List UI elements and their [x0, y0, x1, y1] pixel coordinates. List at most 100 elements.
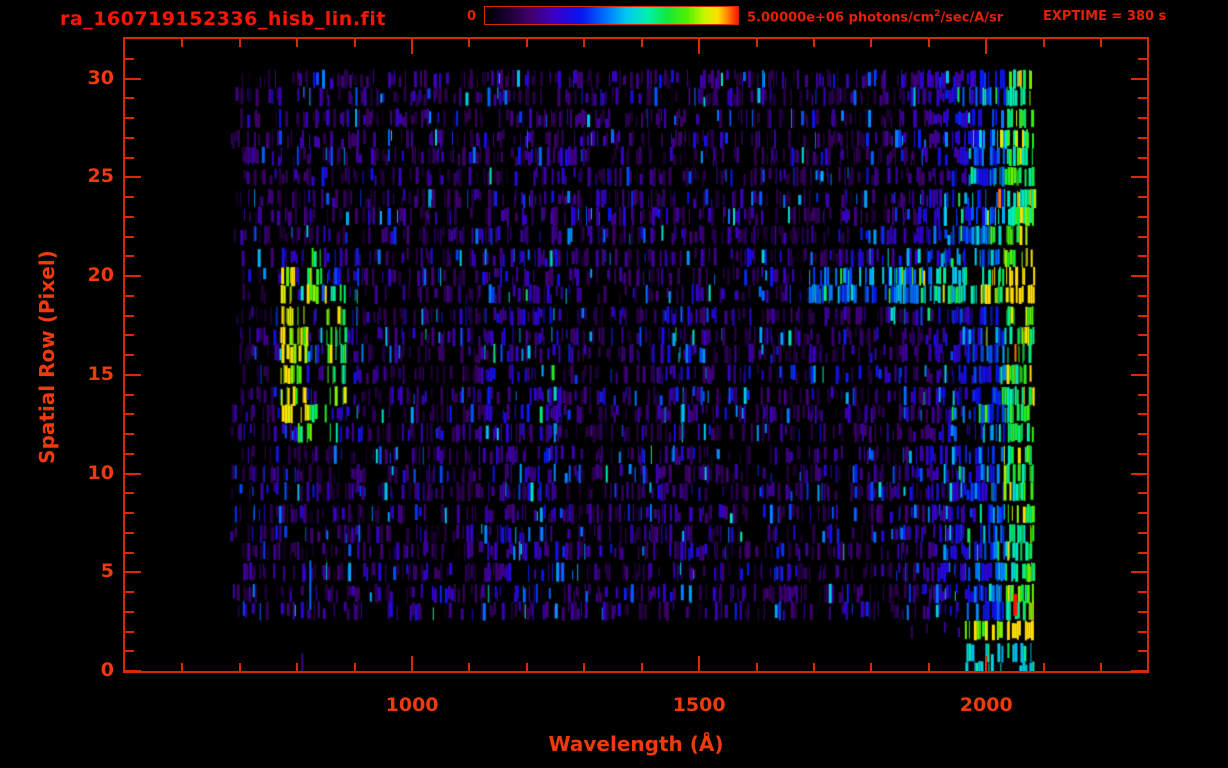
tick-mark — [1131, 374, 1147, 376]
tick-mark — [125, 255, 134, 257]
tick-mark — [928, 663, 930, 671]
tick-mark — [698, 656, 700, 671]
tick-mark — [125, 453, 134, 455]
plot-frame — [123, 37, 1149, 673]
tick-mark — [1131, 275, 1147, 277]
tick-mark — [125, 334, 134, 336]
tick-mark — [125, 354, 134, 356]
tick-mark — [1138, 492, 1147, 494]
y-axis-tick-label: 15 — [87, 362, 114, 385]
tick-mark — [641, 663, 643, 671]
tick-mark — [125, 631, 134, 633]
tick-mark — [870, 663, 872, 671]
colorbar-min-label: 0 — [466, 9, 476, 24]
tick-mark — [1138, 117, 1147, 119]
tick-mark — [1131, 473, 1147, 475]
tick-mark — [1100, 663, 1102, 671]
tick-mark — [125, 512, 134, 514]
tick-mark — [354, 663, 356, 671]
tick-mark — [526, 663, 528, 671]
tick-mark — [985, 656, 987, 671]
tick-mark — [125, 176, 141, 178]
tick-mark — [1138, 413, 1147, 415]
tick-mark — [985, 39, 987, 54]
tick-mark — [296, 39, 298, 47]
tick-mark — [1138, 334, 1147, 336]
tick-mark — [125, 78, 141, 80]
plot-title: ra_160719152336_hisb_lin.fit — [60, 8, 386, 30]
tick-mark — [1131, 670, 1147, 672]
tick-mark — [1138, 591, 1147, 593]
tick-mark — [1138, 631, 1147, 633]
tick-mark — [125, 394, 134, 396]
tick-mark — [125, 117, 134, 119]
tick-mark — [1138, 453, 1147, 455]
tick-mark — [296, 663, 298, 671]
tick-mark — [756, 663, 758, 671]
tick-mark — [1131, 78, 1147, 80]
tick-mark — [125, 650, 134, 652]
tick-mark — [125, 97, 134, 99]
y-axis-tick-label: 20 — [87, 264, 114, 286]
tick-mark — [1138, 650, 1147, 652]
tick-mark — [411, 39, 413, 54]
tick-mark — [125, 137, 134, 139]
exptime-label: EXPTIME = 380 s — [1043, 9, 1167, 24]
tick-mark — [1043, 663, 1045, 671]
colorbar-max-label: 5.00000e+06 photons/cm2/sec/A/sr — [747, 9, 1003, 25]
tick-mark — [1138, 433, 1147, 435]
y-axis-tick-label: 5 — [100, 560, 114, 583]
tick-mark — [870, 39, 872, 47]
tick-mark — [125, 571, 141, 573]
tick-mark — [125, 532, 134, 534]
tick-mark — [583, 663, 585, 671]
tick-mark — [125, 236, 134, 238]
tick-mark — [526, 39, 528, 47]
y-axis-tick-label: 30 — [87, 66, 114, 89]
tick-mark — [698, 39, 700, 54]
colorbar-max-label-units: /sec/A/sr — [940, 10, 1004, 26]
tick-mark — [125, 433, 134, 435]
tick-mark — [125, 295, 134, 297]
spectrum-heatmap — [125, 39, 1147, 671]
tick-mark — [1138, 552, 1147, 554]
colorbar-gradient — [485, 7, 738, 24]
tick-mark — [125, 374, 141, 376]
tick-mark — [125, 670, 141, 672]
tick-mark — [1131, 176, 1147, 178]
y-axis-tick-label: 0 — [100, 659, 114, 681]
colorbar-max-label-value: 5.00000e+06 photons/cm — [747, 10, 935, 26]
tick-mark — [1138, 216, 1147, 218]
tick-mark — [239, 663, 241, 671]
tick-mark — [1138, 196, 1147, 198]
tick-mark — [354, 39, 356, 47]
y-axis-title: Spatial Row (Pixel) — [35, 250, 59, 464]
tick-mark — [641, 39, 643, 47]
x-axis-tick-label: 1000 — [385, 694, 439, 716]
tick-mark — [813, 663, 815, 671]
tick-mark — [181, 39, 183, 47]
tick-mark — [125, 58, 134, 60]
y-axis-tick-label: 10 — [87, 461, 114, 484]
tick-mark — [125, 196, 134, 198]
tick-mark — [1043, 39, 1045, 47]
colorbar — [484, 6, 739, 25]
tick-mark — [756, 39, 758, 47]
tick-mark — [813, 39, 815, 47]
tick-mark — [125, 315, 134, 317]
tick-mark — [1138, 532, 1147, 534]
tick-mark — [1138, 354, 1147, 356]
y-axis-tick-label: 25 — [87, 165, 114, 188]
tick-mark — [1138, 58, 1147, 60]
tick-mark — [125, 552, 134, 554]
tick-mark — [125, 492, 134, 494]
tick-mark — [468, 39, 470, 47]
tick-mark — [1138, 137, 1147, 139]
tick-mark — [1138, 512, 1147, 514]
x-axis-title: Wavelength (Å) — [548, 732, 724, 756]
tick-mark — [1138, 97, 1147, 99]
tick-mark — [181, 663, 183, 671]
tick-mark — [1138, 295, 1147, 297]
tick-mark — [1138, 255, 1147, 257]
tick-mark — [1138, 157, 1147, 159]
